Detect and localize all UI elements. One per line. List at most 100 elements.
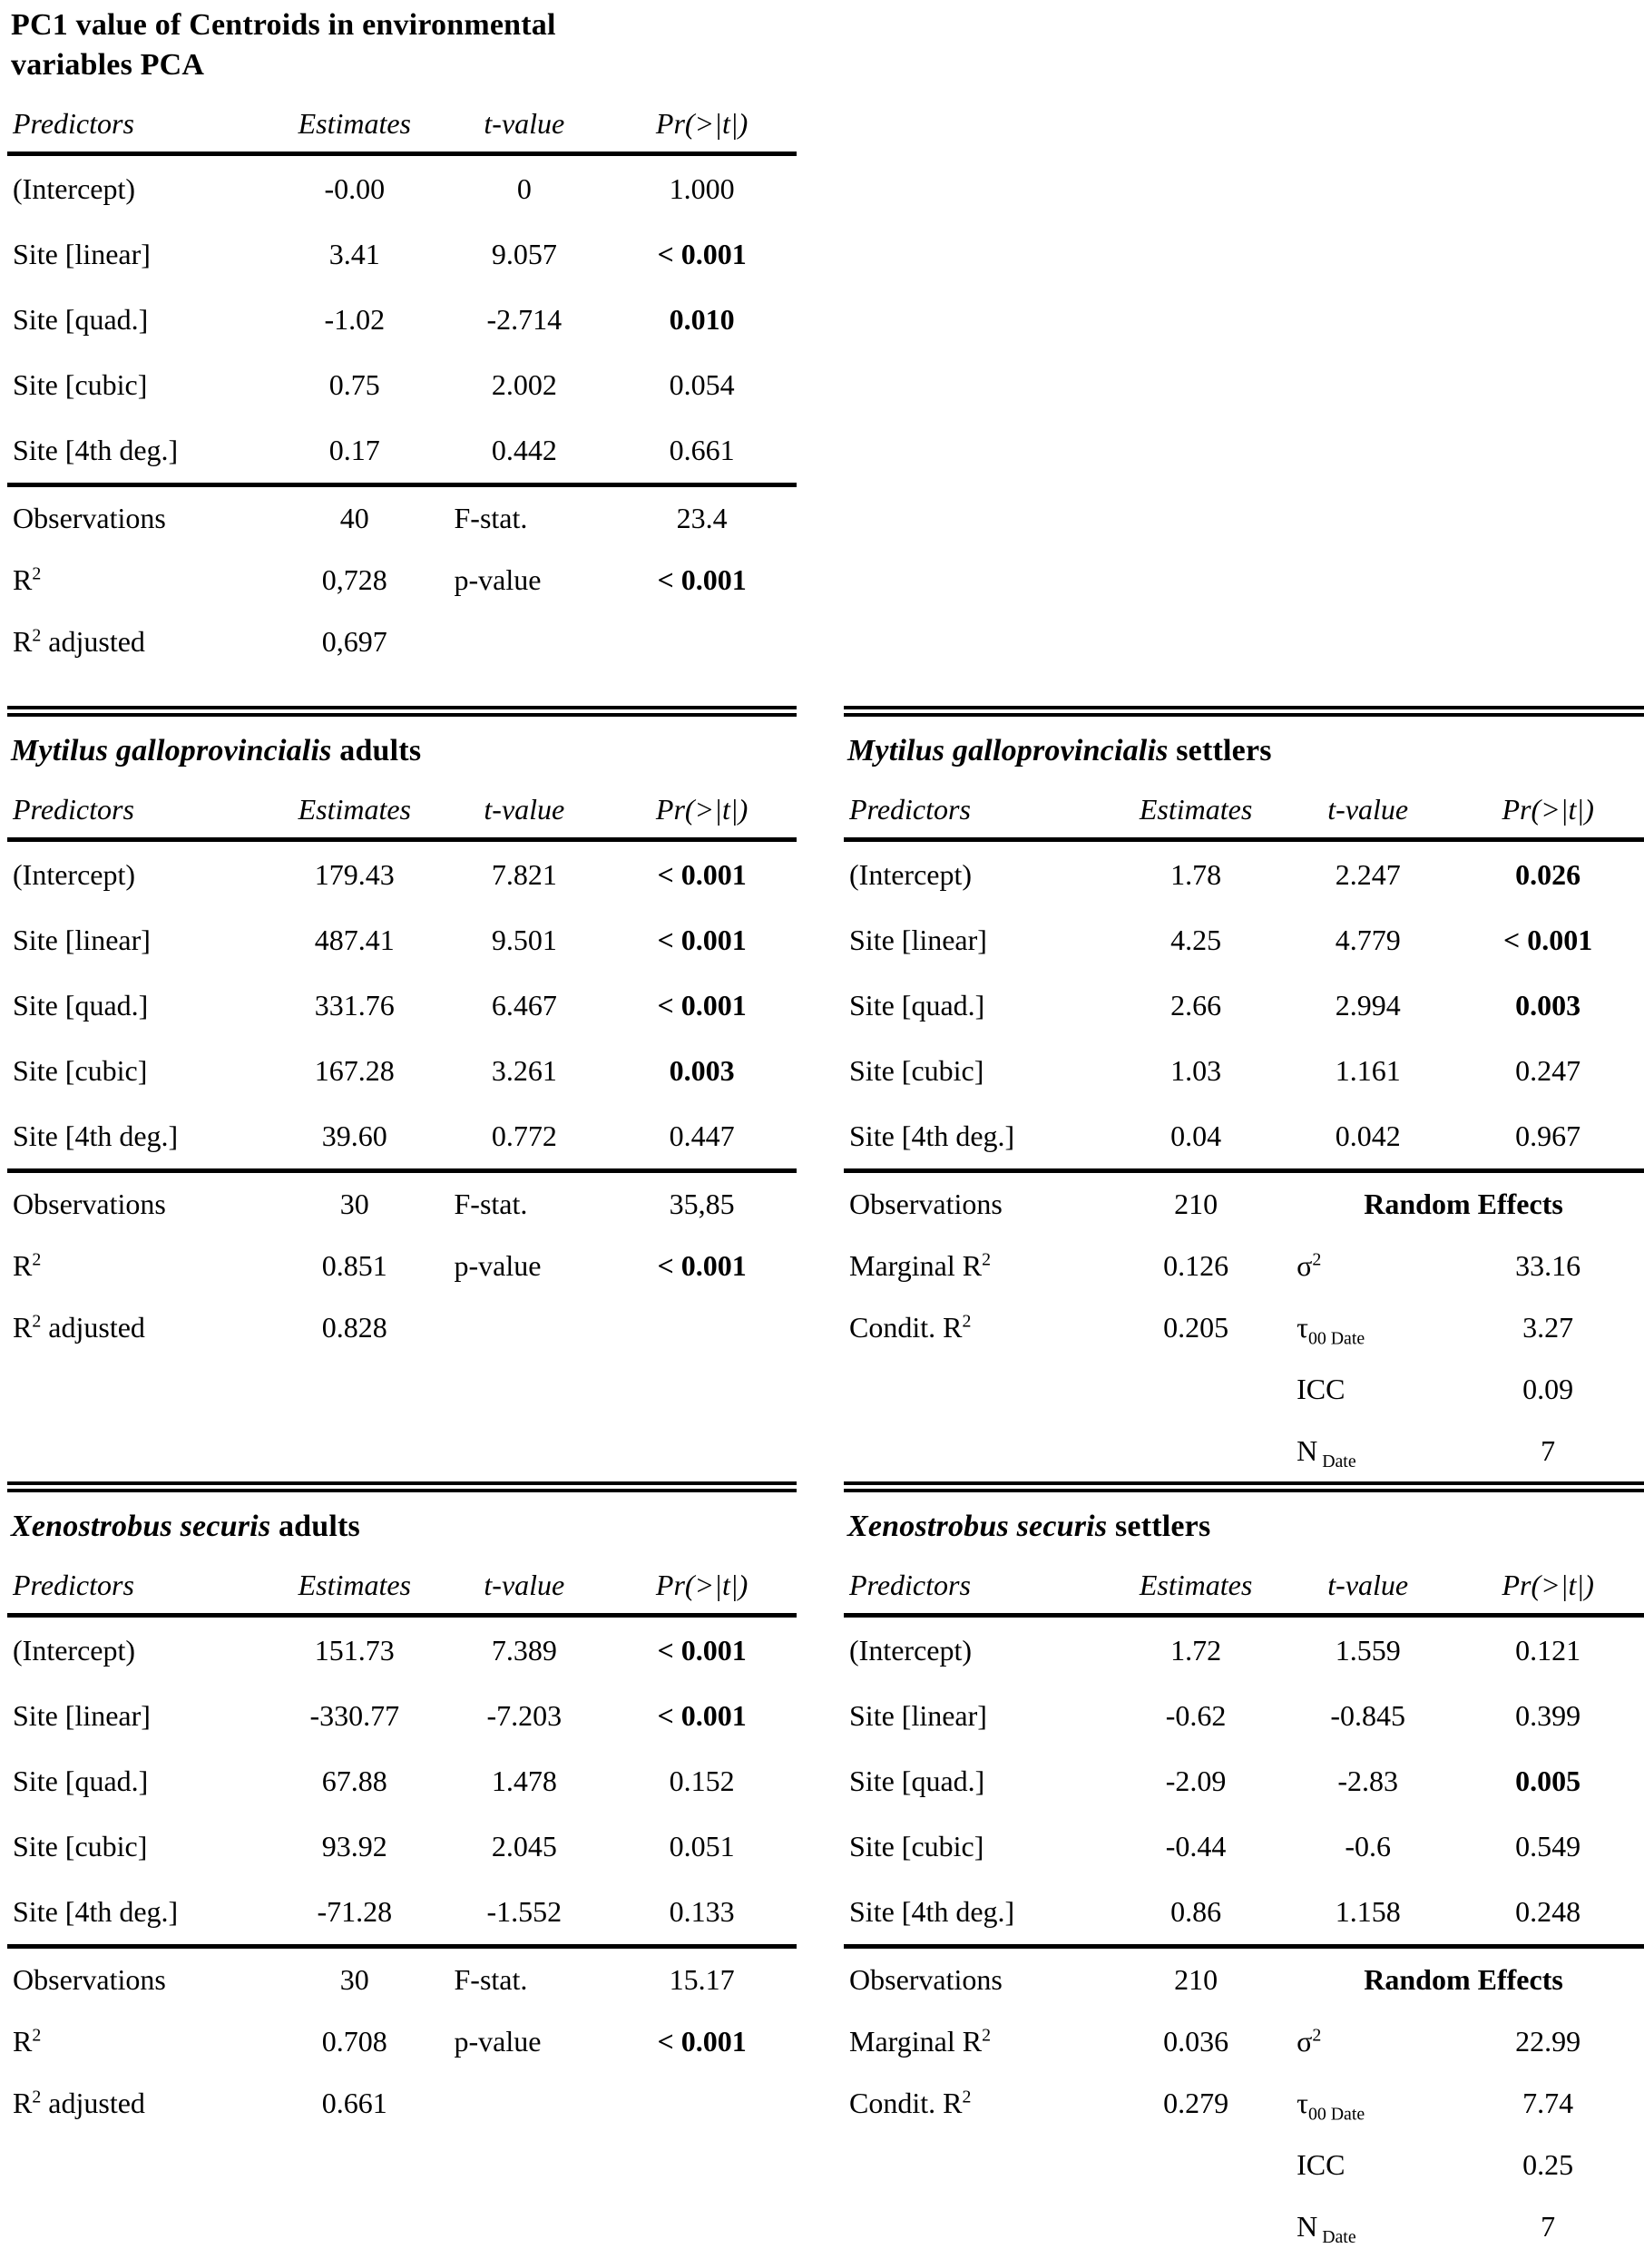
summary-value-n-date: 7	[1541, 2209, 1556, 2243]
cell-pvalue: 0.003	[1515, 988, 1581, 1022]
cell-estimate: 4.25	[1170, 923, 1222, 956]
cell-pvalue: 0.247	[1515, 1053, 1581, 1087]
r2-sup: 2	[32, 2086, 42, 2107]
cell-predictor: Site [cubic]	[13, 367, 148, 401]
cell-estimate: 67.88	[321, 1764, 387, 1797]
summary-label-icc: ICC	[1297, 1372, 1346, 1405]
summary-row: ICC 0.25	[844, 2134, 1644, 2195]
col-header-pr: Pr(>|t|)	[655, 1569, 749, 1601]
cell-predictor: Site [4th deg.]	[13, 1894, 179, 1928]
summary-section: Observations 210 Random Effects Marginal…	[844, 1947, 1644, 2258]
summary-label-tau00: τ00 Date	[1284, 1296, 1452, 1358]
cell-predictor: Site [linear]	[849, 923, 987, 956]
cell-predictor: (Intercept)	[13, 857, 136, 891]
summary-row: R2 0,728 p-value < 0.001	[7, 549, 797, 611]
summary-value-icc: 0.25	[1522, 2147, 1574, 2181]
cell-tvalue: 9.057	[491, 237, 557, 270]
summary-value-r2-adjusted: 0,697	[321, 624, 387, 658]
panel-mytilus-adults: Mytilus galloprovincialis adults Predict…	[7, 717, 797, 1492]
cell-pvalue: < 0.001	[657, 237, 747, 270]
summary-value-sigma2: 33.16	[1515, 1248, 1581, 1282]
cell-tvalue: 2.994	[1335, 988, 1401, 1022]
random-effects-header: Random Effects	[1364, 1962, 1563, 1996]
cell-pvalue: 0.133	[669, 1894, 735, 1928]
panel-xenostrobus-settlers: Xenostrobus securis settlers Predictors …	[844, 1492, 1644, 2268]
cell-tvalue: 7.389	[491, 1633, 557, 1667]
adjusted-suffix: adjusted	[41, 1310, 145, 1344]
summary-section: Observations 30 F-stat. 15.17 R2 0.708 p…	[7, 1947, 797, 2135]
cell-pvalue: 0.121	[1515, 1633, 1581, 1667]
summary-label-observations: Observations	[13, 1962, 166, 1996]
col-header-predictors: Predictors	[849, 793, 971, 826]
summary-value-observations: 30	[339, 1962, 369, 1996]
summary-label-observations: Observations	[849, 1187, 1003, 1220]
regression-table-mytilus-adults: Predictors Estimates t-value Pr(>|t|) (I…	[7, 791, 797, 1358]
title-suffix: settlers	[1168, 734, 1272, 767]
summary-label-pvalue: p-value	[454, 562, 542, 596]
summary-row: Marginal R2 0.126 σ2 33.16	[844, 1235, 1644, 1296]
condit-r2-base: Condit. R	[849, 2086, 963, 2119]
col-header-tvalue: t-value	[1327, 1569, 1409, 1601]
cell-predictor: Site [quad.]	[13, 1764, 149, 1797]
cell-tvalue: 7.821	[491, 857, 557, 891]
cell-predictor: Site [quad.]	[849, 988, 985, 1022]
cell-pvalue: 0.051	[669, 1829, 735, 1862]
table-row: Site [quad.] -1.02 -2.714 0.010	[7, 287, 797, 352]
title-suffix: adults	[270, 1510, 360, 1543]
summary-label-observations: Observations	[849, 1962, 1003, 1996]
cell-pvalue: 0.005	[1515, 1764, 1581, 1797]
cell-pvalue: < 0.001	[657, 923, 747, 956]
cell-tvalue: 0.772	[491, 1119, 557, 1152]
summary-label-tau00: τ00 Date	[1284, 2072, 1452, 2134]
table-row: Site [4th deg.] -71.28 -1.552 0.133	[7, 1879, 797, 1947]
coefficients-section: (Intercept) 151.73 7.389 < 0.001 Site [l…	[7, 1616, 797, 1947]
cell-estimate: 2.66	[1170, 988, 1222, 1022]
cell-tvalue: -2.714	[486, 302, 563, 336]
cell-estimate: -1.02	[324, 302, 386, 336]
table-row: Site [quad.] 2.66 2.994 0.003	[844, 973, 1644, 1038]
cell-tvalue: -7.203	[486, 1698, 563, 1732]
summary-row: Observations 40 F-stat. 23.4	[7, 485, 797, 550]
r2-sup: 2	[32, 2024, 42, 2045]
summary-value-r2: 0.851	[321, 1248, 387, 1282]
table-row: Site [linear] -0.62 -0.845 0.399	[844, 1683, 1644, 1748]
regression-table-xenostrobus-adults: Predictors Estimates t-value Pr(>|t|) (I…	[7, 1567, 797, 2134]
tau-base: τ	[1297, 2086, 1308, 2119]
summary-row: Marginal R2 0.036 σ2 22.99	[844, 2010, 1644, 2072]
cell-pvalue: < 0.001	[657, 1633, 747, 1667]
tau-sub: 00 Date	[1307, 1327, 1365, 1348]
table-row: Site [4th deg.] 0.86 1.158 0.248	[844, 1879, 1644, 1947]
cell-pvalue: 0.026	[1515, 857, 1581, 891]
summary-row: R2 adjusted 0.661	[7, 2072, 797, 2134]
cell-tvalue: 3.261	[491, 1053, 557, 1087]
summary-label-icc: ICC	[1297, 2147, 1346, 2181]
table-row: (Intercept) 151.73 7.389 < 0.001	[7, 1616, 797, 1684]
table-row: (Intercept) 1.78 2.247 0.026	[844, 840, 1644, 908]
col-header-tvalue: t-value	[484, 107, 565, 140]
coefficients-section: (Intercept) 1.72 1.559 0.121 Site [linea…	[844, 1616, 1644, 1947]
table-row: Site [linear] 3.41 9.057 < 0.001	[7, 221, 797, 287]
summary-row: Observations 30 F-stat. 35,85	[7, 1171, 797, 1236]
sigma-sup: 2	[1312, 2024, 1322, 2045]
cell-pvalue: 0.661	[669, 433, 735, 466]
summary-label-r2: R2	[7, 2010, 268, 2072]
panel-xenostrobus-adults: Xenostrobus securis adults Predictors Es…	[7, 1492, 797, 2268]
table-title: Xenostrobus securis settlers	[847, 1507, 1644, 1547]
cell-estimate: -330.77	[309, 1698, 400, 1732]
table-title: PC1 value of Centroids in environmental …	[11, 5, 797, 85]
cell-pvalue: 0.054	[669, 367, 735, 401]
table-row: Site [cubic] 93.92 2.045 0.051	[7, 1813, 797, 1879]
col-header-estimates: Estimates	[298, 1569, 411, 1601]
title-species: Mytilus galloprovincialis	[11, 734, 332, 767]
table-row: Site [4th deg.] 0.17 0.442 0.661	[7, 417, 797, 485]
summary-value-icc: 0.09	[1522, 1372, 1574, 1405]
col-header-estimates: Estimates	[298, 793, 411, 826]
summary-row: Observations 30 F-stat. 15.17	[7, 1947, 797, 2011]
col-header-tvalue: t-value	[484, 1569, 565, 1601]
cell-tvalue: 1.478	[491, 1764, 557, 1797]
cell-tvalue: 1.161	[1335, 1053, 1401, 1087]
header-row: Predictors Estimates t-value Pr(>|t|)	[7, 1567, 797, 1616]
table-row: Site [quad.] -2.09 -2.83 0.005	[844, 1748, 1644, 1813]
table-row: Site [linear] 487.41 9.501 < 0.001	[7, 907, 797, 973]
